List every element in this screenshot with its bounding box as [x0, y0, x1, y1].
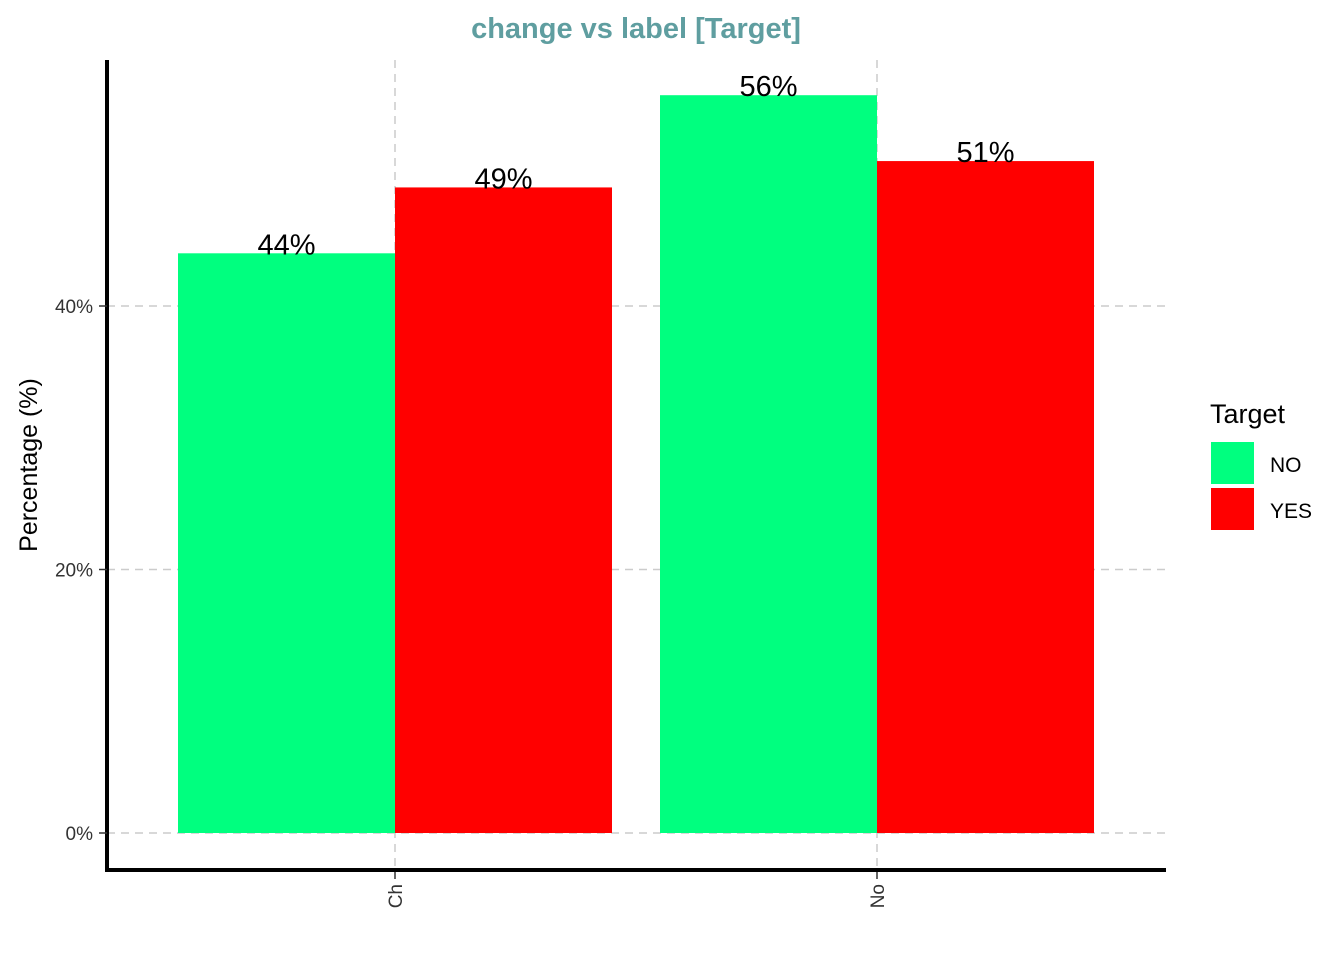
bar-no-yes: [877, 161, 1094, 833]
x-tick-label: No: [868, 884, 889, 908]
legend-title: Target: [1210, 399, 1286, 429]
y-tick-label: 0%: [66, 824, 94, 845]
legend-label-no: NO: [1270, 454, 1302, 477]
data-label: 44%: [257, 229, 315, 261]
legend-key-yes: [1211, 488, 1254, 530]
bar-no-no: [660, 95, 877, 833]
legend-key-no: [1211, 442, 1254, 484]
bar-ch-yes: [395, 187, 612, 834]
data-label: 51%: [956, 137, 1014, 169]
y-axis-ticks: 0% 20% 40%: [55, 297, 107, 845]
data-label: 56%: [739, 71, 797, 103]
x-axis-ticks: Ch No: [386, 872, 889, 908]
legend: Target NO YES: [1210, 399, 1312, 530]
y-axis-label: Percentage (%): [15, 378, 43, 552]
data-label: 49%: [474, 163, 532, 195]
legend-label-yes: YES: [1270, 500, 1312, 523]
y-tick-label: 40%: [55, 297, 93, 318]
bar-labels: 44% 49% 56% 51%: [257, 71, 1014, 261]
chart-title: change vs label [Target]: [471, 13, 801, 45]
bar-ch-no: [178, 253, 395, 834]
x-tick-label: Ch: [386, 884, 407, 908]
bars: [178, 95, 1094, 834]
y-tick-label: 20%: [55, 561, 93, 582]
